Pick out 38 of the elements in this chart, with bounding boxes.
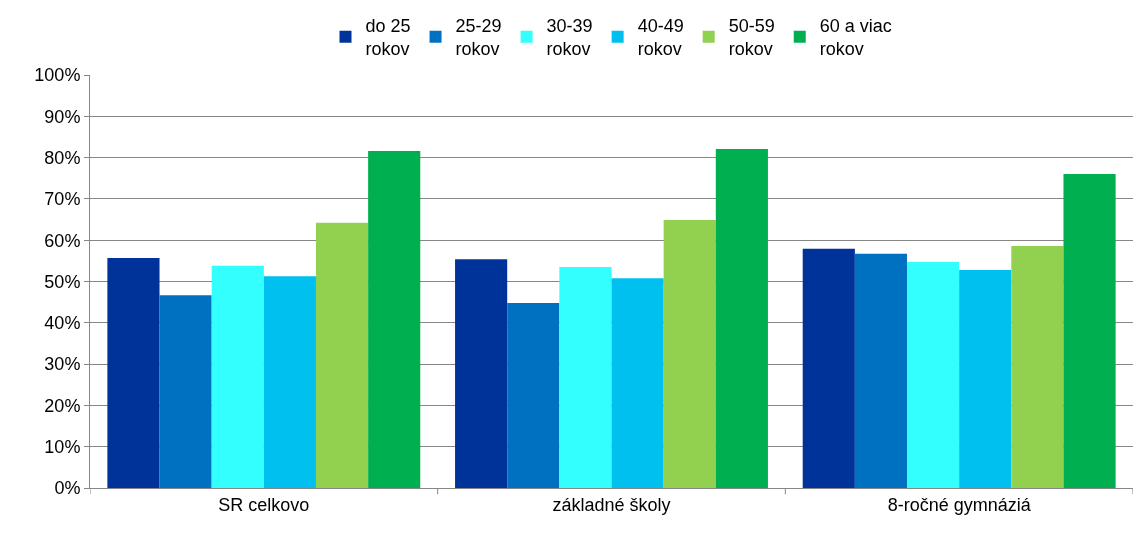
bar: [107, 257, 160, 488]
bar: [1063, 174, 1116, 488]
legend-label: 60 a viac rokov: [819, 15, 892, 60]
y-tick-label: 80%: [44, 147, 81, 168]
y-tick-label: 100%: [34, 65, 81, 86]
bar: [263, 276, 316, 488]
y-tick-label: 60%: [44, 230, 81, 251]
bar: [315, 222, 369, 488]
bar: [854, 253, 908, 488]
bar: [368, 150, 421, 488]
legend-label: 30-39 rokov: [546, 15, 593, 60]
y-tick-label: 50%: [44, 271, 81, 292]
legend-label: 50-59 rokov: [728, 15, 775, 60]
bar: [611, 278, 664, 488]
y-tick-label: 90%: [44, 106, 81, 127]
y-tick-label: 20%: [44, 395, 81, 416]
bar: [715, 148, 768, 488]
bar: [907, 262, 960, 488]
bar: [159, 295, 212, 488]
legend-label: 40-49 rokov: [637, 15, 684, 60]
y-tick-label: 0%: [54, 478, 81, 499]
legend-label: do 25 rokov: [365, 15, 411, 60]
x-tick-label: 8-ročné gymnáziá: [887, 494, 1032, 515]
bar: [959, 269, 1012, 488]
bar: [507, 302, 560, 488]
bar: [559, 267, 612, 488]
bar: [211, 265, 264, 488]
x-tick-label: SR celkovo: [218, 494, 310, 515]
legend-label: 25-29 rokov: [455, 15, 502, 60]
bar: [802, 248, 855, 488]
y-tick-label: 70%: [44, 189, 81, 210]
y-tick-label: 30%: [44, 354, 81, 375]
bar: [663, 219, 716, 488]
x-tick-label: základné školy: [552, 494, 671, 515]
bar: [1011, 245, 1064, 488]
y-tick-label: 10%: [44, 437, 81, 457]
y-tick-label: 40%: [44, 313, 81, 334]
bar: [455, 259, 508, 488]
